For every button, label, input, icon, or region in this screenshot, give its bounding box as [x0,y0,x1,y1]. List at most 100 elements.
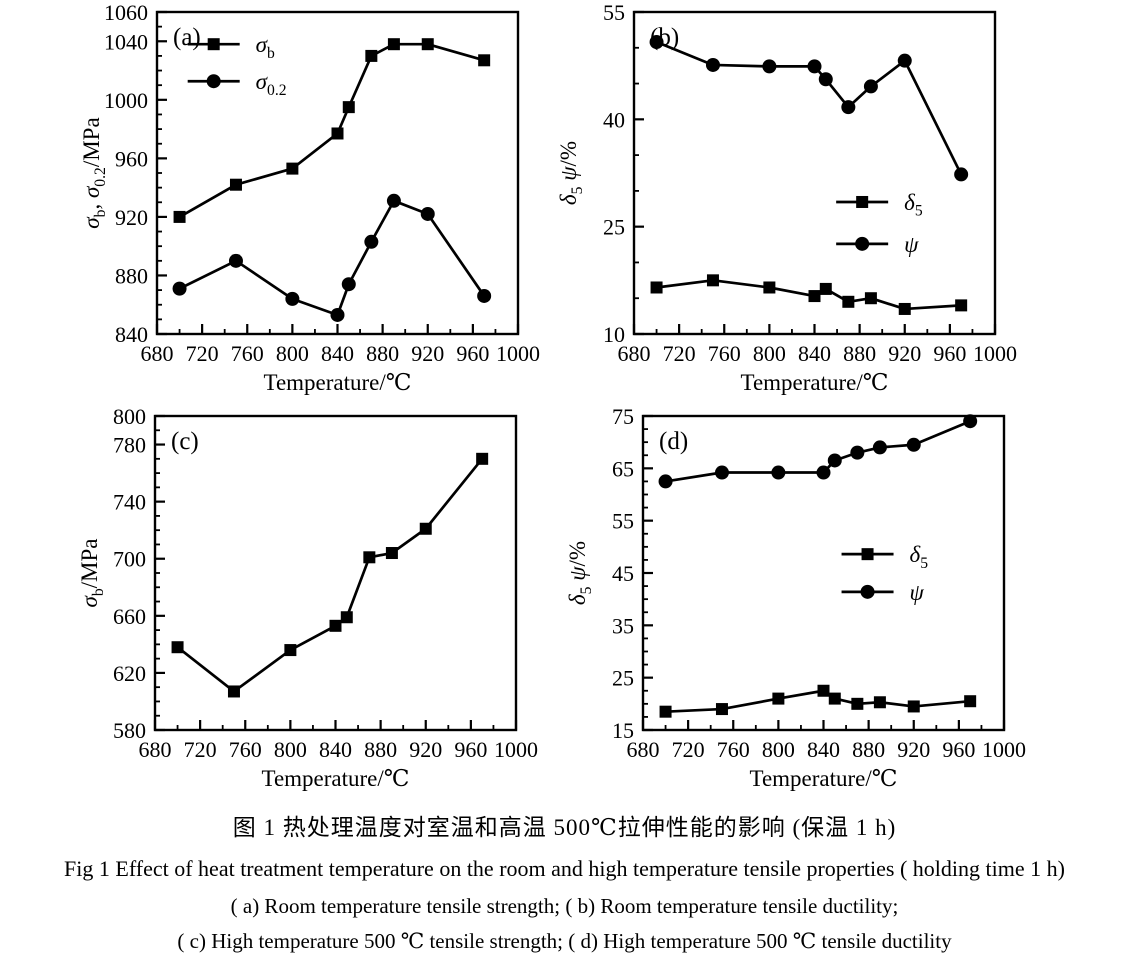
svg-text:840: 840 [115,322,148,347]
y-axis-label: σb, σ0.2/MPa [79,117,109,228]
y-axis-label: σb/MPa [77,539,107,608]
svg-text:25: 25 [603,215,625,240]
svg-text:880: 880 [115,263,148,288]
svg-text:840: 840 [807,737,840,762]
svg-text:960: 960 [115,146,148,171]
plot-frame [641,414,1006,732]
x-axis-label: Temperature/℃ [741,370,889,395]
x-axis-label: Temperature/℃ [262,766,410,791]
y-axis: 10 25 40 55 [603,0,644,347]
svg-text:880: 880 [364,737,397,762]
x-axis: 680 720 760 800 840 880 920 960 1000 [141,324,540,366]
series-psi [658,414,978,489]
svg-text:760: 760 [717,737,750,762]
y-axis: 840 880 920 960 1000 1040 1060 [104,0,167,347]
svg-text:680: 680 [618,341,651,366]
svg-text:880: 880 [852,737,885,762]
svg-text:580: 580 [113,718,146,743]
plot-frame [153,414,518,732]
svg-text:75: 75 [612,404,634,429]
legend-psi: ψ [841,580,925,605]
x-axis: 680 720 760 800 840 880 920 960 1000 [139,720,538,762]
svg-text:15: 15 [612,718,634,743]
svg-text:800: 800 [113,404,146,429]
svg-text:920: 920 [409,737,442,762]
svg-text:920: 920 [411,341,444,366]
svg-text:760: 760 [229,737,262,762]
svg-text:700: 700 [113,547,146,572]
chart-d-high-temp-ductility: 680 720 760 800 840 880 920 960 1000 15 25 35 45 55 65… [565,404,1026,791]
svg-text:10: 10 [603,322,625,347]
svg-text:680: 680 [139,737,172,762]
svg-text:1060: 1060 [104,0,148,25]
svg-text:1000: 1000 [104,88,148,113]
y-axis-label: δ5 ψ/% [556,141,586,205]
svg-text:740: 740 [113,490,146,515]
svg-text:ψ: ψ [910,580,925,605]
svg-text:680: 680 [627,737,660,762]
chart-a-room-temp-strength: 680 720 760 800 840 880 920 960 1000 840 880 920 960… [79,0,540,395]
x-axis: 680 720 760 800 840 880 920 960 1000 [627,720,1026,762]
svg-text:720: 720 [186,341,219,366]
svg-text:800: 800 [762,737,795,762]
legend-delta-5: δ5 [841,542,929,572]
svg-text:800: 800 [274,737,307,762]
svg-text:800: 800 [753,341,786,366]
legend-sigma-b: σb [187,32,275,62]
legend-sigma-0-2: σ0.2 [187,69,287,99]
caption-english: Fig 1 Effect of heat treatment temperatu… [64,856,1065,881]
svg-text:880: 880 [366,341,399,366]
svg-text:720: 720 [184,737,217,762]
y-axis-label: δ5 ψ/% [565,541,595,605]
svg-text:840: 840 [319,737,352,762]
series-delta-5 [659,684,977,718]
svg-text:35: 35 [612,613,634,638]
svg-text:1000: 1000 [973,341,1017,366]
caption-chinese: 图 1 热处理温度对室温和高温 500℃拉伸性能的影响 (保温 1 h) [232,815,897,840]
x-axis-label: Temperature/℃ [750,766,898,791]
panel-label: (a) [173,24,201,51]
series-sigma-0-2 [172,193,492,322]
svg-text:620: 620 [113,661,146,686]
svg-text:1040: 1040 [104,29,148,54]
caption-subitems-cd: ( c) High temperature 500 ℃ tensile stre… [177,929,952,953]
svg-text:δ5: δ5 [904,190,923,220]
series-sigma-b [171,452,489,698]
svg-text:δ5: δ5 [910,542,929,572]
svg-text:800: 800 [276,341,309,366]
svg-text:960: 960 [454,737,487,762]
legend-psi: ψ [836,232,919,257]
y-axis: 15 25 35 45 55 65 75 [612,404,653,743]
legend-delta-5: δ5 [836,190,923,220]
svg-text:920: 920 [888,341,921,366]
svg-text:720: 720 [672,737,705,762]
svg-text:σ0.2: σ0.2 [256,69,287,99]
svg-text:960: 960 [456,341,489,366]
svg-text:760: 760 [231,341,264,366]
svg-text:680: 680 [141,341,174,366]
svg-text:760: 760 [708,341,741,366]
svg-text:ψ: ψ [904,232,919,257]
svg-text:65: 65 [612,456,634,481]
svg-text:920: 920 [897,737,930,762]
svg-text:660: 660 [113,604,146,629]
svg-text:920: 920 [115,205,148,230]
svg-text:55: 55 [603,0,625,25]
plot-frame [155,10,520,336]
svg-text:1000: 1000 [496,341,540,366]
svg-text:840: 840 [321,341,354,366]
svg-text:σb: σb [256,32,275,62]
svg-text:1000: 1000 [982,737,1026,762]
svg-text:40: 40 [603,107,625,132]
series-sigma-b [173,38,491,223]
svg-text:720: 720 [663,341,696,366]
svg-text:25: 25 [612,666,634,691]
svg-text:1000: 1000 [494,737,538,762]
chart-c-high-temp-strength: 680 720 760 800 840 880 920 960 1000 580 620 660 700… [77,404,538,791]
x-axis-label: Temperature/℃ [264,370,412,395]
svg-text:880: 880 [843,341,876,366]
series-psi [649,35,969,182]
svg-text:960: 960 [933,341,966,366]
svg-text:780: 780 [113,433,146,458]
